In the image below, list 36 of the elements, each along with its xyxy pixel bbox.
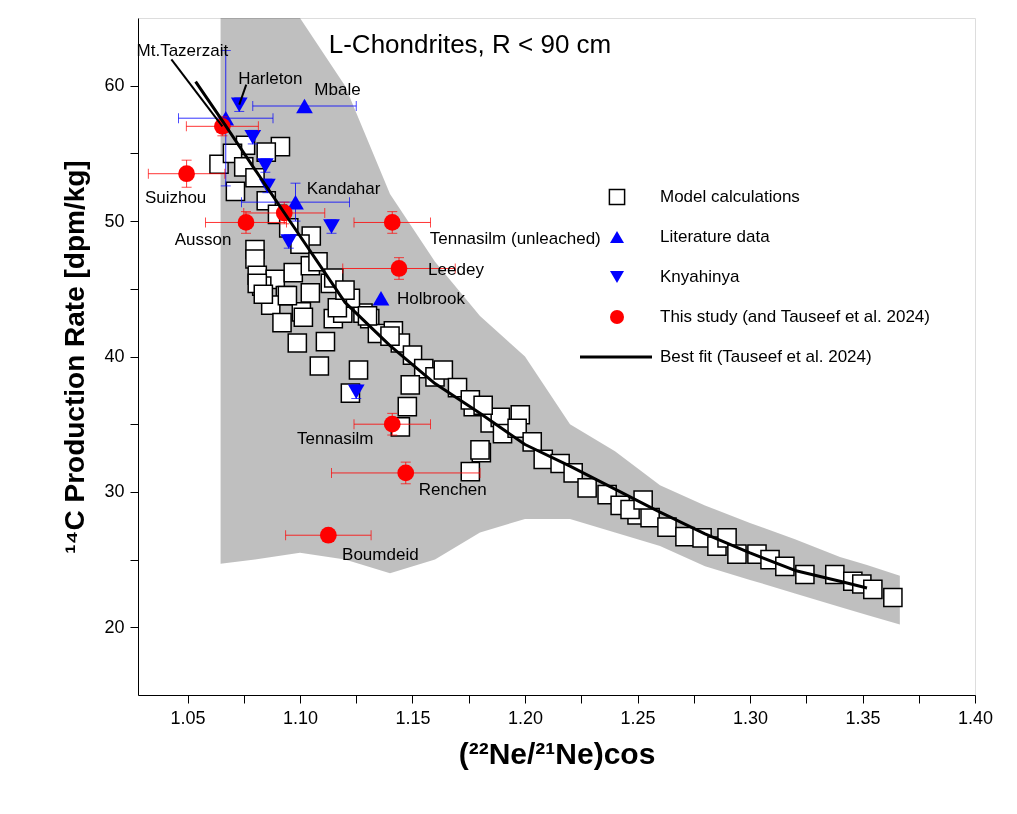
x-tick-label: 1.20 <box>507 707 544 728</box>
legend-label: Knyahinya <box>660 267 740 286</box>
chart-title: L-Chondrites, R < 90 cm <box>328 29 612 59</box>
annotation: Renchen <box>418 479 487 499</box>
legend-label: Best fit (Tauseef et al. 2024) <box>660 347 872 366</box>
annotation: Mbale <box>314 80 361 100</box>
legend-label: Literature data <box>660 227 771 246</box>
legend-label: This study (and Tauseef et al. 2024) <box>660 307 930 326</box>
annotation: Tennasilm <box>296 429 374 449</box>
legend-label: Model calculations <box>660 187 800 206</box>
point <box>319 526 337 544</box>
x-tick-label: 1.15 <box>395 707 431 728</box>
y-tick-label: 60 <box>104 75 125 96</box>
x-tick-label: 1.35 <box>845 707 881 728</box>
y-tick-label: 30 <box>104 481 125 502</box>
y-tick-label: 20 <box>104 616 125 637</box>
annotation: Mt.Tazerzait <box>136 41 229 61</box>
y-tick-label: 50 <box>104 210 125 231</box>
x-tick-label: 1.30 <box>732 707 769 728</box>
annotation: Harleton <box>238 68 303 88</box>
y-axis-title: ¹⁴C Production Rate [dpm/kg] <box>59 160 91 554</box>
x-tick-label: 1.40 <box>957 707 994 728</box>
annotation: Leedey <box>428 260 485 280</box>
annotation: Ausson <box>174 230 232 250</box>
annotation: Holbrook <box>396 289 466 309</box>
annotation: Boumdeid <box>342 545 419 565</box>
x-tick-label: 1.25 <box>620 707 656 728</box>
point <box>347 384 365 399</box>
point <box>372 291 390 306</box>
y-tick-label: 40 <box>104 346 125 366</box>
annotation: Kandahar <box>306 179 381 199</box>
x-tick-label: 1.10 <box>282 707 319 728</box>
x-axis-title: (²²Ne/²¹Ne)cos <box>458 736 656 770</box>
annotation: Tennasilm (unleached) <box>429 229 601 249</box>
annotation: Suizhou <box>144 187 207 207</box>
x-tick-label: 1.05 <box>170 707 206 728</box>
